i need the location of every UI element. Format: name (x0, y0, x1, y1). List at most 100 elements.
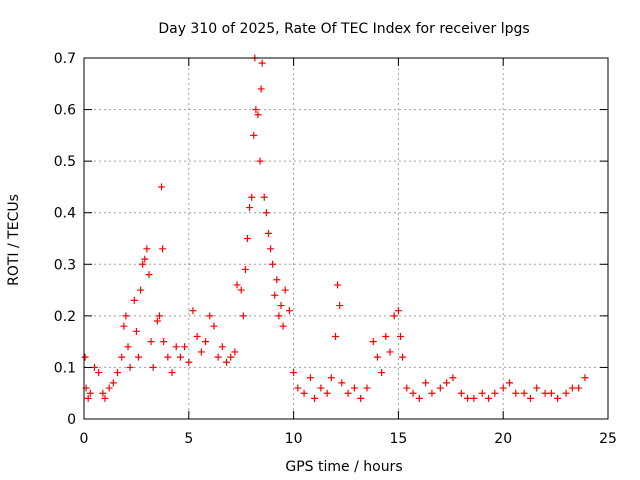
data-point (323, 389, 331, 397)
data-point (350, 384, 358, 392)
data-point (285, 307, 293, 315)
data-point (126, 363, 134, 371)
data-point (491, 389, 499, 397)
data-point (422, 379, 430, 387)
data-point (562, 389, 570, 397)
data-point (202, 338, 210, 346)
data-point (464, 394, 472, 402)
data-point (250, 131, 258, 139)
data-point (275, 312, 283, 320)
data-point (153, 317, 161, 325)
grid-lines (84, 58, 608, 419)
data-point (396, 332, 404, 340)
data-point (357, 394, 365, 402)
data-point (231, 348, 239, 356)
data-point (81, 353, 89, 361)
data-point (449, 374, 457, 382)
data-point (257, 85, 265, 93)
x-tick-label: 25 (599, 431, 617, 447)
data-point (193, 332, 201, 340)
x-tick-label: 20 (494, 431, 512, 447)
data-point (568, 384, 576, 392)
data-point (252, 106, 260, 114)
data-point (269, 260, 277, 268)
data-point (575, 384, 583, 392)
data-point (134, 353, 142, 361)
data-point (394, 307, 402, 315)
data-point (124, 343, 132, 351)
x-tick-label: 15 (389, 431, 407, 447)
data-point (485, 394, 493, 402)
data-point (132, 327, 140, 335)
data-point (499, 384, 507, 392)
data-point (143, 245, 151, 253)
data-point (164, 353, 172, 361)
data-point (403, 384, 411, 392)
data-point (237, 286, 245, 294)
data-point (300, 389, 308, 397)
data-point (139, 260, 147, 268)
data-point (122, 312, 130, 320)
data-point (336, 302, 344, 310)
axis-ticks: 0 5 10 15 20 25 0 0.1 0.2 0.3 0.4 0.5 0.6 0.7 (54, 51, 617, 447)
data-point (443, 379, 451, 387)
data-point (149, 363, 157, 371)
data-point (505, 379, 513, 387)
data-point (281, 286, 289, 294)
data-point (520, 389, 528, 397)
data-point (210, 322, 218, 330)
data-point (137, 286, 145, 294)
data-point (168, 369, 176, 377)
data-point (147, 338, 155, 346)
data-point (159, 245, 167, 253)
data-point (290, 369, 298, 377)
y-tick-label: 0 (67, 412, 76, 428)
chart-title: Day 310 of 2025, Rate Of TEC Index for r… (158, 21, 529, 37)
data-point (197, 348, 205, 356)
data-points (81, 54, 589, 402)
data-point (254, 111, 262, 119)
data-point (470, 394, 478, 402)
data-point (248, 193, 256, 201)
data-point (457, 389, 465, 397)
data-point (243, 235, 251, 242)
data-point (277, 302, 285, 310)
data-point (306, 374, 314, 382)
data-point (533, 384, 541, 392)
data-point (114, 369, 122, 377)
data-point (101, 394, 109, 402)
data-point (378, 369, 386, 377)
data-point (84, 394, 92, 402)
data-point (390, 312, 398, 320)
data-point (227, 353, 235, 361)
x-tick-label: 0 (80, 431, 89, 447)
y-tick-label: 0.3 (54, 257, 76, 273)
data-point (158, 183, 166, 191)
data-point (90, 363, 98, 371)
y-tick-label: 0.1 (54, 360, 76, 376)
data-point (155, 312, 163, 320)
y-tick-label: 0.5 (54, 154, 76, 170)
data-point (382, 332, 390, 340)
data-point (118, 353, 126, 361)
data-point (428, 389, 436, 397)
data-point (189, 307, 197, 315)
data-point (239, 312, 247, 320)
y-tick-label: 0.4 (54, 206, 76, 222)
x-axis-title: GPS time / hours (285, 459, 402, 475)
data-point (436, 384, 444, 392)
data-point (363, 384, 371, 392)
data-point (344, 389, 352, 397)
data-point (317, 384, 325, 392)
data-point (264, 229, 272, 237)
data-point (554, 394, 562, 402)
data-point (262, 209, 270, 217)
data-point (95, 369, 103, 377)
plot-frame (83, 57, 609, 420)
data-point (214, 353, 222, 361)
x-tick-label: 10 (285, 431, 303, 447)
data-point (327, 374, 335, 382)
data-point (399, 353, 407, 361)
data-point (369, 338, 377, 346)
